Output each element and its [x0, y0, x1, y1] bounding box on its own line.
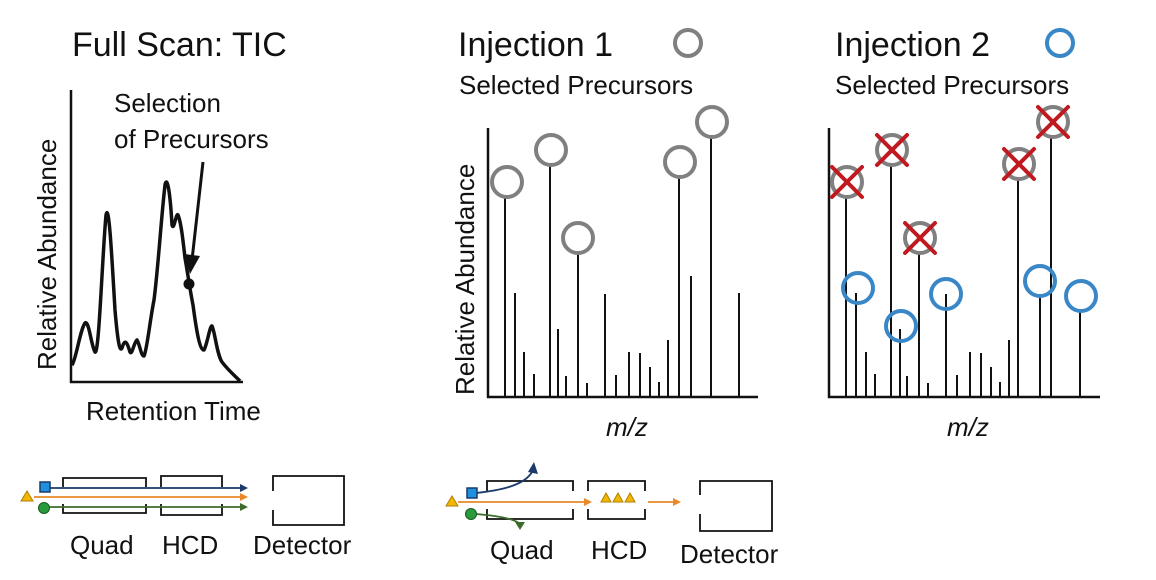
tic-y-axis-label: Relative Abundance [32, 139, 62, 370]
quad-rod-bottom [486, 509, 574, 520]
selected-precursor-marker [490, 165, 524, 199]
fragment-ion-icon [612, 491, 624, 503]
selected-precursor-marker [695, 105, 729, 139]
detector-label: Detector [253, 530, 352, 560]
square-ion-icon [466, 487, 478, 499]
selection-annotation-line2: of Precursors [114, 124, 269, 154]
selection-arrow-shaft [190, 161, 205, 261]
ion-path-navy-ejected [475, 471, 533, 494]
selection-arrowhead [184, 254, 200, 274]
detector-box [699, 480, 773, 532]
selected-precursor-marker [841, 271, 875, 305]
selected-precursor-marker [929, 277, 963, 311]
quad-rod-top [486, 480, 574, 491]
injection2-legend-marker [1045, 28, 1075, 58]
excluded-precursor-marker [875, 133, 909, 167]
instrument-fullscan: Quad HCD Detector [20, 475, 352, 560]
tic-panel: Full Scan: TIC Selection of Precursors R… [32, 26, 287, 426]
injection1-title: Injection 1 [458, 26, 613, 64]
injection1-legend-marker [673, 28, 703, 58]
injection1-panel: Injection 1 Selected Precursors Relative… [450, 26, 758, 442]
hcd-cell-bottom [160, 504, 223, 516]
excluded-precursor-marker [830, 165, 864, 199]
selected-precursor-marker [1023, 264, 1057, 298]
hcd-cell-top [587, 480, 646, 491]
ion-path-navy-arrowhead [528, 462, 538, 474]
injection1-peaks [504, 138, 740, 396]
ion-path-orange-arrowhead [240, 493, 248, 501]
ion-path-orange-arrowhead [584, 498, 592, 506]
quad-rod-top [62, 477, 147, 487]
hcd-cell-bottom [587, 509, 646, 520]
triangle-ion-icon [20, 490, 34, 502]
excluded-precursor-marker [1036, 105, 1070, 139]
selected-precursor-marker [663, 145, 697, 179]
circle-ion-icon [465, 508, 477, 520]
injection2-excluded-markers [830, 105, 1070, 255]
tic-x-axis-label: Retention Time [86, 396, 261, 426]
quad-label: Quad [490, 535, 554, 565]
detector-label: Detector [680, 539, 779, 569]
exclusion-x-icon [1002, 147, 1036, 181]
tic-title: Full Scan: TIC [72, 26, 287, 64]
selected-precursor-marker [1064, 279, 1098, 313]
fragment-ion-icon [624, 491, 636, 503]
injection1-subtitle: Selected Precursors [459, 70, 693, 100]
square-ion-icon [39, 481, 51, 493]
injection1-selected-markers [490, 105, 729, 255]
injection2-title: Injection 2 [835, 26, 990, 64]
detector-box [272, 475, 345, 526]
injection2-subtitle: Selected Precursors [835, 70, 1069, 100]
instrument-msms: Quad HCD Detector [445, 462, 779, 569]
selected-precursor-dot [183, 278, 195, 290]
hcd-cell-top [160, 475, 223, 487]
excluded-precursor-marker [1002, 147, 1036, 181]
fragment-path-arrowhead [673, 498, 681, 506]
excluded-precursor-marker [903, 221, 937, 255]
tic-trace [70, 180, 242, 383]
injection2-x-axis-label: m/z [947, 412, 989, 442]
selected-precursor-marker [561, 221, 595, 255]
exclusion-x-icon [875, 133, 909, 167]
triangle-ion-icon [445, 495, 459, 507]
injection1-y-axis-label: Relative Abundance [450, 164, 480, 395]
hcd-label: HCD [162, 530, 218, 560]
exclusion-x-icon [830, 165, 864, 199]
injection2-panel: Injection 2 Selected Precursors m/z [827, 26, 1100, 442]
selected-precursor-marker [884, 309, 918, 343]
injection2-selected-markers [841, 264, 1098, 343]
fragment-ion-icon [600, 491, 612, 503]
injection2-peaks [845, 138, 1081, 396]
exclusion-x-icon [903, 221, 937, 255]
quad-label: Quad [70, 530, 134, 560]
ion-path-green-arrowhead [240, 503, 248, 511]
selected-precursor-marker [534, 133, 568, 167]
hcd-label: HCD [591, 535, 647, 565]
ion-path-green-arrowhead [515, 522, 525, 530]
selection-annotation-line1: Selection [114, 88, 221, 118]
injection1-x-axis-label: m/z [606, 412, 648, 442]
exclusion-x-icon [1036, 105, 1070, 139]
circle-ion-icon [38, 502, 50, 514]
quad-rod-bottom [62, 504, 147, 514]
injection2-exclusion-crosses [830, 105, 1070, 255]
ion-path-navy-arrowhead [240, 484, 248, 492]
